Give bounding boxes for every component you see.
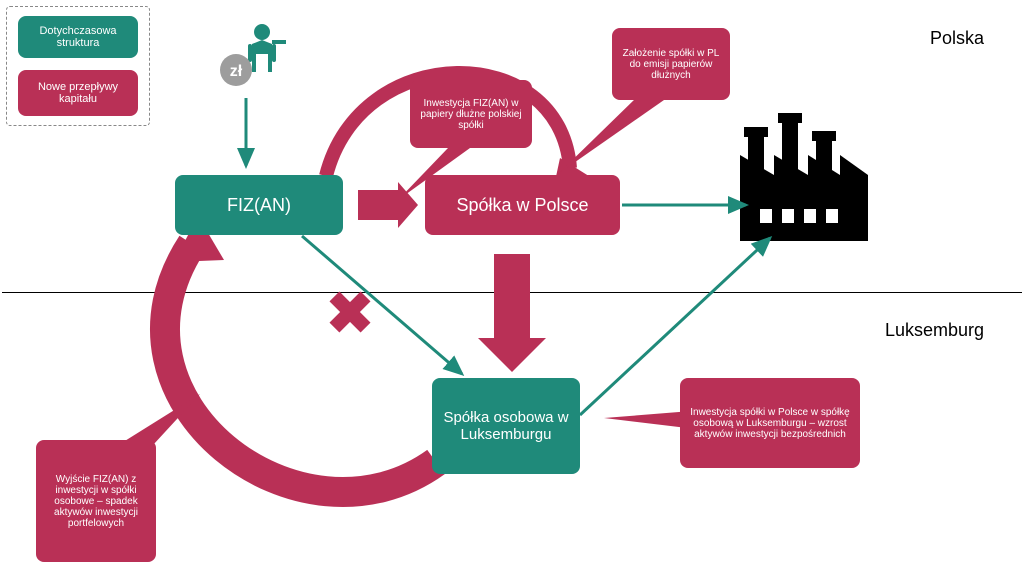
callout-inwestycja: Inwestycja FIZ(AN) w papiery dłużne pols… bbox=[410, 80, 532, 148]
callout-zalozenie: Założenie spółki w PL do emisji papierów… bbox=[612, 28, 730, 100]
callout-wyjscie: Wyjście FIZ(AN) z inwestycji w spółki os… bbox=[36, 440, 156, 562]
node-spolka-lux-label: Spółka osobowa w Luksemburgu bbox=[442, 409, 570, 443]
callout-inwestycja-lux-label: Inwestycja spółki w Polsce w spółkę osob… bbox=[690, 407, 850, 440]
node-fizan-label: FIZ(AN) bbox=[227, 195, 291, 216]
node-spolka-lux: Spółka osobowa w Luksemburgu bbox=[432, 378, 580, 474]
callout-zalozenie-label: Założenie spółki w PL do emisji papierów… bbox=[622, 48, 720, 81]
node-spolka-pl: Spółka w Polsce bbox=[425, 175, 620, 235]
node-spolka-pl-label: Spółka w Polsce bbox=[456, 195, 588, 216]
callout-wyjscie-label: Wyjście FIZ(AN) z inwestycji w spółki os… bbox=[46, 474, 146, 529]
node-fizan: FIZ(AN) bbox=[175, 175, 343, 235]
callout-inwestycja-lux: Inwestycja spółki w Polsce w spółkę osob… bbox=[680, 378, 860, 468]
callout-inwestycja-label: Inwestycja FIZ(AN) w papiery dłużne pols… bbox=[420, 98, 522, 131]
